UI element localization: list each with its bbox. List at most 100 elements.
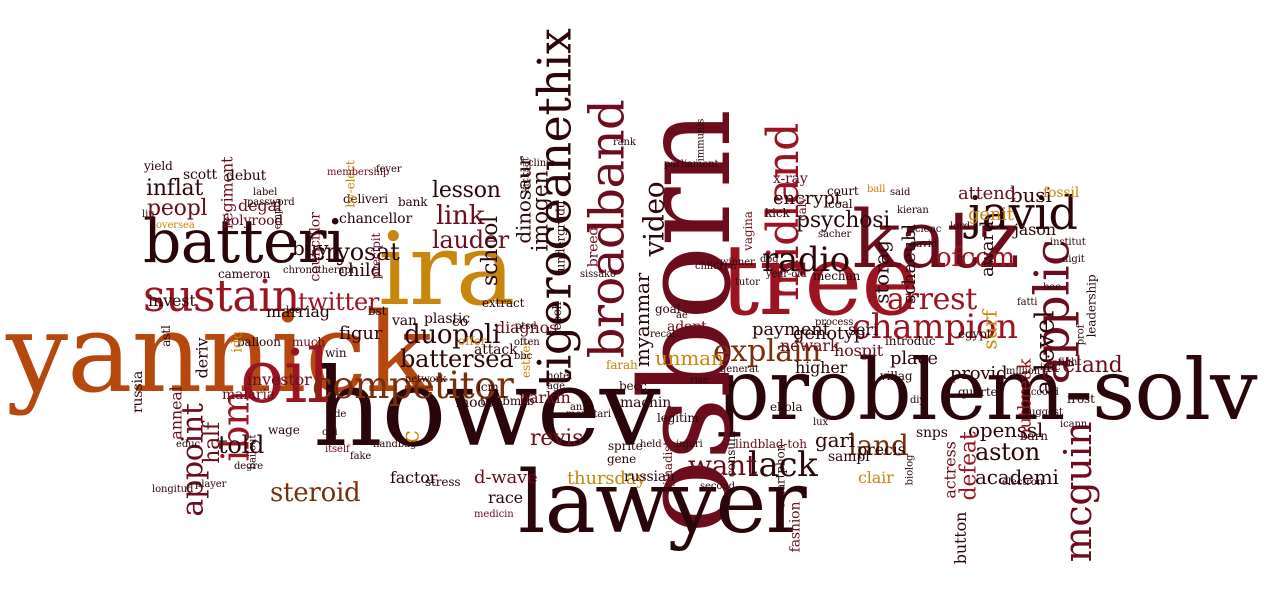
word-kick: kick bbox=[765, 206, 790, 220]
word-monetari: monetari bbox=[566, 409, 612, 420]
word-gene: gene bbox=[607, 452, 637, 466]
word-champion: champion bbox=[852, 307, 1018, 347]
word-batteri: batteri bbox=[143, 207, 345, 277]
word-david: david bbox=[910, 239, 938, 250]
word-explain: explain bbox=[713, 334, 822, 369]
word-breed: breed bbox=[585, 226, 602, 268]
word-villag: villag bbox=[880, 369, 913, 383]
word-debut: debut bbox=[226, 168, 267, 184]
word-genotyp: genotyp bbox=[793, 323, 866, 344]
word-wage: wage bbox=[268, 423, 300, 437]
word-yield: yield bbox=[144, 159, 173, 173]
word-process: process bbox=[815, 317, 854, 328]
word-ball: ball bbox=[867, 184, 886, 195]
word-longitud: longitud bbox=[152, 484, 194, 495]
word-bbc: bbc bbox=[514, 351, 533, 362]
word-radio: radio bbox=[762, 240, 850, 280]
word-adopt: adopt bbox=[667, 319, 707, 335]
word-liu: liu bbox=[142, 209, 155, 220]
word-chancellor: chancellor bbox=[339, 211, 413, 227]
word-medicin: medicin bbox=[474, 509, 514, 520]
word-bank: bank bbox=[398, 195, 428, 209]
word-said: said bbox=[890, 187, 911, 198]
word-parkin: parkin bbox=[519, 388, 571, 407]
word-generat: generat bbox=[720, 364, 759, 375]
word-javid: javid bbox=[968, 186, 1078, 240]
word-psychosi: psychosi bbox=[796, 208, 891, 233]
word-ebola: ebola bbox=[770, 400, 803, 414]
word-malaria: malaria bbox=[222, 387, 275, 403]
word-winner: winner bbox=[720, 257, 755, 268]
word-lord: lord bbox=[950, 221, 971, 232]
word-recal: recal bbox=[650, 329, 675, 340]
word-deliveri: deliveri bbox=[343, 192, 388, 206]
word-quarter: quarter bbox=[958, 385, 1004, 399]
word-invest: invest bbox=[148, 291, 196, 310]
word-itself: itself bbox=[325, 444, 350, 455]
word-steroid: steroid bbox=[270, 478, 361, 508]
word-degal: degal bbox=[238, 196, 282, 215]
word-hospit: hospit bbox=[834, 341, 883, 360]
word-seri: seri bbox=[848, 320, 878, 339]
word-schaeubl: schaeubl bbox=[898, 224, 920, 304]
word-place: place bbox=[890, 348, 938, 369]
word-twitter: twitter bbox=[298, 288, 380, 316]
word-gari: gari bbox=[815, 428, 855, 452]
word-fever: fever bbox=[376, 164, 402, 175]
word-fashion: fashion bbox=[787, 501, 804, 553]
word-co: co bbox=[452, 314, 468, 330]
word-vagina: vagina bbox=[740, 211, 755, 251]
word-bailout: bailout bbox=[247, 434, 259, 470]
word-fossil: fossil bbox=[1043, 185, 1080, 201]
word-citi: citi bbox=[322, 427, 338, 438]
word-tns-bmrb: tns-bmrb bbox=[480, 394, 535, 408]
word-goal: goal bbox=[655, 302, 681, 316]
word-machin: machin bbox=[620, 395, 672, 411]
word-scott: scott bbox=[183, 167, 218, 183]
word-coal: coal bbox=[828, 197, 853, 211]
word-oversea: oversea bbox=[156, 220, 195, 231]
word-award: award bbox=[977, 220, 999, 278]
word-d-wave: d-wave bbox=[474, 467, 538, 488]
word-membership: membership bbox=[327, 167, 390, 178]
word-duopoli: duopoli bbox=[404, 320, 501, 350]
word-handbag: handbag bbox=[373, 439, 417, 450]
word-lauder: lauder bbox=[432, 226, 510, 254]
word-jason: jason bbox=[1014, 220, 1056, 239]
word-factor: factor bbox=[390, 468, 438, 487]
word-parliament: parliament bbox=[664, 159, 719, 170]
word-astl: astl bbox=[158, 325, 173, 347]
word-fight: fight bbox=[1058, 357, 1082, 368]
word-x-ray: x-ray bbox=[773, 171, 808, 187]
word-lee: lee bbox=[286, 305, 301, 316]
word-leech: leech bbox=[549, 302, 564, 334]
word-busi: busi bbox=[1010, 183, 1052, 207]
word-ann: ann bbox=[570, 402, 589, 413]
word-rank: rank bbox=[613, 137, 636, 148]
word-cryosat: cryosat bbox=[312, 238, 400, 266]
word-smartphon: smartphon bbox=[773, 443, 788, 509]
word-frost: frost bbox=[1067, 392, 1095, 406]
word-undergradu: undergradu bbox=[553, 200, 568, 272]
word-ira: ira bbox=[378, 211, 515, 328]
word-kieran: kieran bbox=[897, 205, 929, 216]
word-want: want bbox=[688, 449, 757, 482]
word-inflat: inflat bbox=[146, 176, 204, 201]
word-attack: attack bbox=[474, 342, 518, 358]
word-offer: offer bbox=[458, 334, 487, 348]
word-dog: dog bbox=[760, 254, 779, 265]
word-sacher: sacher bbox=[818, 229, 852, 240]
word-unman: unman bbox=[655, 346, 724, 370]
word-actress: actress bbox=[940, 441, 960, 499]
word-snps: snps bbox=[916, 425, 948, 441]
word-idc: idc bbox=[229, 331, 246, 353]
word-password: password bbox=[247, 197, 295, 208]
word-network: network bbox=[405, 374, 447, 385]
word-lesson: lesson bbox=[432, 178, 501, 203]
word-balloon: balloon bbox=[237, 335, 281, 349]
word-bee: bee bbox=[1043, 282, 1061, 293]
word-yannick: yannick bbox=[6, 289, 432, 417]
word-myanmar: myanmar bbox=[630, 272, 655, 368]
word-newark: newark bbox=[780, 336, 840, 355]
